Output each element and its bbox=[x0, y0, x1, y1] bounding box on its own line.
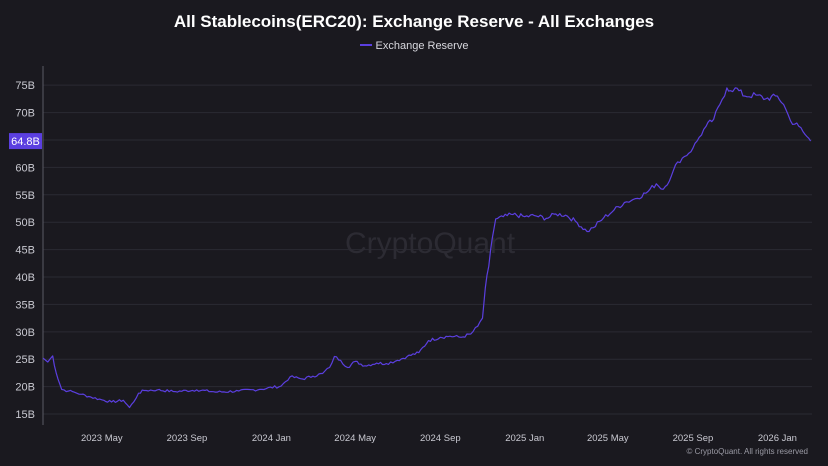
y-tick-label: 50B bbox=[15, 217, 35, 229]
copyright: © CryptoQuant. All rights reserved bbox=[686, 447, 809, 456]
chart-title: All Stablecoins(ERC20): Exchange Reserve… bbox=[173, 12, 655, 31]
y-tick-label: 20B bbox=[15, 382, 35, 394]
x-tick-label: 2024 Sep bbox=[420, 433, 461, 444]
y-tick-label: 40B bbox=[15, 272, 35, 284]
series-line-exchange-reserve[interactable] bbox=[42, 87, 812, 409]
x-axis-ticks: 2023 May 2023 Sep 2024 Jan 2024 May 2024 Sep… bbox=[81, 433, 797, 444]
x-tick-label: 2025 Sep bbox=[673, 433, 714, 444]
legend-label: Exchange Reserve bbox=[375, 40, 469, 52]
current-value-badge bbox=[9, 133, 42, 150]
x-tick-label: 2025 Jan bbox=[505, 433, 544, 444]
y-tick-label: 55B bbox=[15, 190, 35, 202]
y-tick-label: 75B bbox=[15, 80, 35, 92]
watermark: CryptoQuant bbox=[345, 227, 516, 260]
y-tick-label: 60B bbox=[15, 162, 35, 174]
x-tick-label: 2023 May bbox=[81, 433, 123, 444]
gridlines bbox=[43, 84, 812, 415]
y-tick-label: 30B bbox=[15, 327, 35, 339]
y-tick-label: 45B bbox=[15, 245, 35, 257]
legend[interactable]: Exchange Reserve bbox=[0, 40, 828, 52]
current-value-text: 64.8B bbox=[11, 136, 40, 148]
x-tick-label: 2026 Jan bbox=[758, 433, 797, 444]
y-axis-ticks: 15B20B25B30B35B40B45B50B55B60B65B70B75B bbox=[15, 80, 35, 421]
y-tick-label: 70B bbox=[15, 108, 35, 120]
y-tick-label: 35B bbox=[15, 299, 35, 311]
legend-swatch bbox=[359, 44, 372, 47]
x-tick-label: 2024 May bbox=[334, 433, 376, 444]
x-tick-label: 2023 Sep bbox=[167, 433, 208, 444]
current-value-label: 64.8B bbox=[9, 133, 42, 150]
y-tick-label: 15B bbox=[15, 409, 35, 421]
y-tick-label: 25B bbox=[15, 354, 35, 366]
x-tick-label: 2024 Jan bbox=[252, 433, 291, 444]
x-tick-label: 2025 May bbox=[587, 433, 629, 444]
